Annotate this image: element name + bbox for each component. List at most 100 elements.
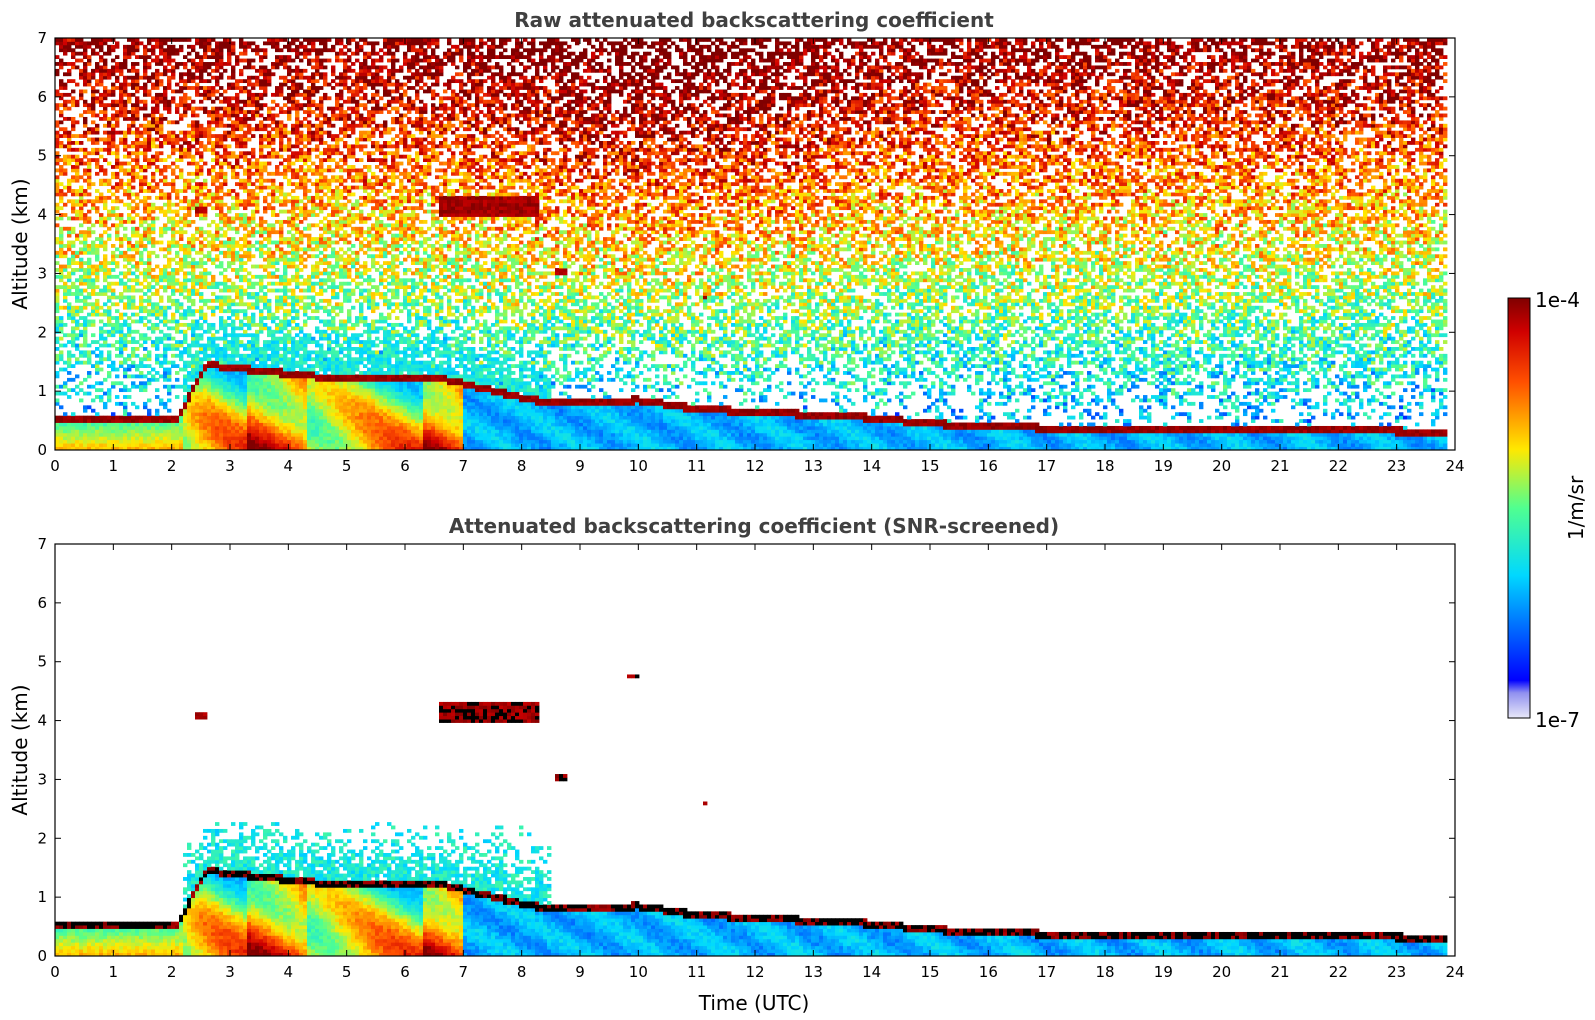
heatmap-cell <box>207 299 211 303</box>
heatmap-cell <box>195 124 199 128</box>
heatmap-cell <box>75 193 79 197</box>
heatmap-cell <box>235 251 239 255</box>
heatmap-cell <box>239 357 243 361</box>
heatmap-cell <box>219 440 223 444</box>
heatmap-cell <box>75 337 79 341</box>
heatmap-cell <box>147 131 151 135</box>
heatmap-cell <box>255 344 259 348</box>
heatmap-cell <box>191 271 195 275</box>
heatmap-cell <box>259 244 263 248</box>
heatmap-cell <box>179 199 183 203</box>
heatmap-cell <box>287 347 291 351</box>
heatmap-cell <box>239 412 243 416</box>
heatmap-cell <box>107 285 111 289</box>
heatmap-cell <box>195 429 199 433</box>
heatmap-cell <box>287 223 291 227</box>
heatmap-cell <box>107 296 111 300</box>
heatmap-cell <box>111 433 115 437</box>
heatmap-cell <box>235 337 239 341</box>
heatmap-cell <box>103 196 107 200</box>
heatmap-cell <box>215 230 219 234</box>
heatmap-cell <box>123 237 127 241</box>
heatmap-cell <box>227 426 231 430</box>
heatmap-cell <box>211 199 215 203</box>
heatmap-cell <box>267 426 271 430</box>
heatmap-cell <box>223 138 227 142</box>
heatmap-cell <box>131 93 135 97</box>
heatmap-cell <box>143 354 147 358</box>
heatmap-cell <box>191 433 195 437</box>
heatmap-cell <box>283 313 287 317</box>
heatmap-cell <box>219 48 223 52</box>
heatmap-cell <box>167 371 171 375</box>
heatmap-cell <box>111 165 115 169</box>
heatmap-cell <box>91 436 95 440</box>
heatmap-cell <box>231 41 235 45</box>
heatmap-cell <box>267 275 271 279</box>
heatmap-cell <box>71 258 75 262</box>
heatmap-cell <box>247 440 251 444</box>
heatmap-cell <box>171 416 175 420</box>
heatmap-cell <box>67 395 71 399</box>
heatmap-cell <box>163 271 167 275</box>
heatmap-cell <box>67 93 71 97</box>
heatmap-cell <box>107 144 111 148</box>
heatmap-cell <box>219 371 223 375</box>
heatmap-cell <box>155 309 159 313</box>
heatmap-cell <box>263 244 267 248</box>
heatmap-cell <box>263 316 267 320</box>
heatmap-cell <box>207 196 211 200</box>
heatmap-cell <box>183 217 187 221</box>
heatmap-cell <box>207 271 211 275</box>
heatmap-cell <box>131 65 135 69</box>
heatmap-cell <box>291 107 295 111</box>
heatmap-cell <box>287 107 291 111</box>
heatmap-cell <box>79 162 83 166</box>
heatmap-cell <box>147 254 151 258</box>
heatmap-cell <box>263 296 267 300</box>
heatmap-cell <box>135 148 139 152</box>
heatmap-cell <box>247 254 251 258</box>
heatmap-cell <box>291 316 295 320</box>
heatmap-cell <box>143 436 147 440</box>
heatmap-cell <box>207 423 211 427</box>
heatmap-cell <box>271 436 275 440</box>
heatmap-cell <box>163 48 167 52</box>
heatmap-cell <box>67 41 71 45</box>
heatmap-cell <box>199 251 203 255</box>
heatmap-cell <box>231 388 235 392</box>
heatmap-cell <box>235 412 239 416</box>
heatmap-cell <box>59 354 63 358</box>
heatmap-cell <box>131 337 135 341</box>
heatmap-cell <box>307 127 311 131</box>
heatmap-cell <box>67 155 71 159</box>
heatmap-cell <box>171 364 175 368</box>
heatmap-cell <box>151 313 155 317</box>
heatmap-cell <box>131 165 135 169</box>
heatmap-cell <box>67 258 71 262</box>
heatmap-cell <box>243 144 247 148</box>
heatmap-cell <box>183 296 187 300</box>
heatmap-cell <box>167 165 171 169</box>
heatmap-cell <box>307 199 311 203</box>
heatmap-cell <box>227 100 231 104</box>
heatmap-cell <box>187 289 191 293</box>
heatmap-cell <box>179 172 183 176</box>
heatmap-cell <box>207 368 211 372</box>
heatmap-cell <box>131 151 135 155</box>
heatmap-cell <box>279 289 283 293</box>
heatmap-cell <box>171 203 175 207</box>
heatmap-cell <box>79 433 83 437</box>
heatmap-cell <box>271 189 275 193</box>
heatmap-cell <box>119 199 123 203</box>
heatmap-cell <box>259 151 263 155</box>
heatmap-cell <box>183 412 187 416</box>
heatmap-cell <box>199 93 203 97</box>
heatmap-cell <box>263 364 267 368</box>
heatmap-cell <box>99 117 103 121</box>
heatmap-cell <box>231 203 235 207</box>
heatmap-cell <box>275 302 279 306</box>
heatmap-cell <box>223 302 227 306</box>
heatmap-cell <box>187 186 191 190</box>
heatmap-cell <box>235 440 239 444</box>
